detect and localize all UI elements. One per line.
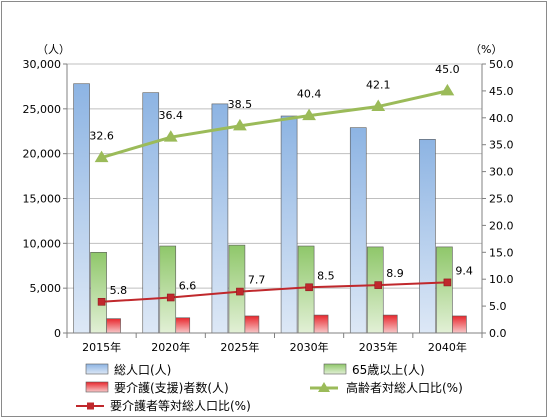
bar-care-needed (106, 318, 121, 334)
lines (94, 83, 455, 306)
x-tick-label: 2025年 (220, 340, 259, 354)
legend-label: 要介護(支援)者数(人) (114, 380, 229, 395)
data-label-care: 7.7 (248, 274, 266, 287)
bar-total-population (280, 115, 298, 334)
marker-triangle (371, 99, 386, 112)
x-tick-label: 2040年 (428, 340, 467, 354)
bar-elderly-65plus (366, 246, 384, 334)
marker-square (305, 283, 313, 292)
legend-swatch (318, 382, 330, 392)
data-label-elderly: 32.6 (89, 130, 114, 143)
data-label-care: 8.5 (317, 269, 335, 282)
y-right-tick-label: 50.0 (489, 58, 514, 71)
marker-triangle (163, 130, 178, 142)
marker-triangle (302, 108, 316, 121)
marker-square (166, 293, 175, 302)
marker-triangle (440, 83, 455, 96)
data-label-elderly: 40.4 (297, 88, 322, 101)
y-right-tick-label: 45.0 (489, 85, 514, 98)
y-right-tick-label: 25.0 (489, 193, 514, 206)
bar-total-population (211, 103, 229, 334)
data-label-care: 9.4 (455, 264, 473, 277)
y-left-tick-label: 0 (54, 327, 61, 340)
y-left-tick-label: 20,000 (23, 148, 62, 161)
data-label-elderly: 45.0 (435, 63, 460, 76)
marker-square (443, 278, 452, 287)
bar-elderly-65plus (159, 245, 177, 334)
bar-elderly-65plus (436, 246, 453, 334)
data-label-care: 6.6 (179, 279, 197, 292)
legend-label: 要介護者等対総人口比(%) (110, 398, 251, 413)
x-tick-label: 2020年 (151, 340, 190, 354)
x-tick-label: 2035年 (359, 340, 398, 354)
y-left-unit: （人） (37, 43, 70, 56)
legend-label: 65歳以上(人) (352, 363, 425, 377)
y-right-unit: （%） (470, 43, 502, 56)
y-left-tick-label: 15,000 (23, 193, 62, 206)
y-left-tick-label: 25,000 (23, 103, 62, 116)
data-label-elderly: 38.5 (228, 98, 253, 111)
legend: 総人口(人) 65歳以上(人) 要介護(支援)者数(人) 高齢者対総人口比(%) 要介護… (76, 363, 463, 413)
y-right-tick-label: 35.0 (489, 139, 514, 152)
y-right-tick-label: 5.0 (489, 300, 507, 313)
gridlines (67, 63, 482, 334)
marker-square (374, 281, 383, 289)
data-label-care: 8.9 (386, 267, 404, 280)
bar-care-needed (244, 315, 260, 334)
bar-care-needed (313, 314, 329, 334)
y-right-tick-label: 20.0 (489, 219, 514, 232)
y-right-tick-label: 10.0 (489, 273, 514, 286)
bars (73, 83, 467, 334)
legend-label: 総人口(人) (114, 363, 171, 377)
labels: 32.6 36.4 38.5 40.4 42.1 45.0 5.8 6.6 7.7 8.5 8.9 9… (89, 63, 473, 297)
x-tick-label: 2030年 (290, 340, 329, 354)
y-right-tick-label: 40.0 (489, 112, 514, 125)
marker-square (97, 297, 106, 306)
y-right-tick-label: 0.0 (489, 327, 507, 340)
line-care-ratio (101, 281, 448, 303)
legend-label: 高齢者対総人口比(%) (346, 380, 463, 395)
legend-swatch (323, 363, 347, 375)
bar-total-population (142, 92, 160, 334)
data-label-elderly: 36.4 (159, 109, 184, 122)
data-label-care: 5.8 (110, 284, 128, 297)
bar-total-population (419, 139, 436, 334)
marker-triangle (94, 150, 109, 163)
y-left-tick-label: 10,000 (23, 237, 62, 250)
marker-square (236, 287, 244, 296)
bar-care-needed (382, 314, 398, 334)
y-right-tick-label: 15.0 (489, 246, 514, 259)
y-left-tick-label: 30,000 (23, 58, 62, 71)
combo-chart: 0 5,000 10,000 15,000 20,000 25,000 30,000 0.0 5… (23, 43, 514, 413)
bar-care-needed (452, 315, 467, 334)
x-tick-label: 2015年 (82, 340, 121, 354)
legend-swatch (85, 363, 109, 375)
axes: 0 5,000 10,000 15,000 20,000 25,000 30,000 0.0 5… (23, 43, 514, 354)
bar-total-population (349, 127, 367, 334)
legend-swatch (85, 381, 109, 393)
y-left-tick-label: 5,000 (30, 282, 62, 295)
marker-triangle (233, 118, 247, 131)
line-elderly-ratio (101, 89, 448, 160)
y-right-tick-label: 30.0 (489, 166, 514, 179)
legend-swatch (87, 402, 94, 410)
bar-care-needed (175, 317, 191, 334)
data-label-elderly: 42.1 (366, 79, 391, 92)
bar-elderly-65plus (90, 252, 107, 334)
bar-total-population (73, 83, 90, 334)
